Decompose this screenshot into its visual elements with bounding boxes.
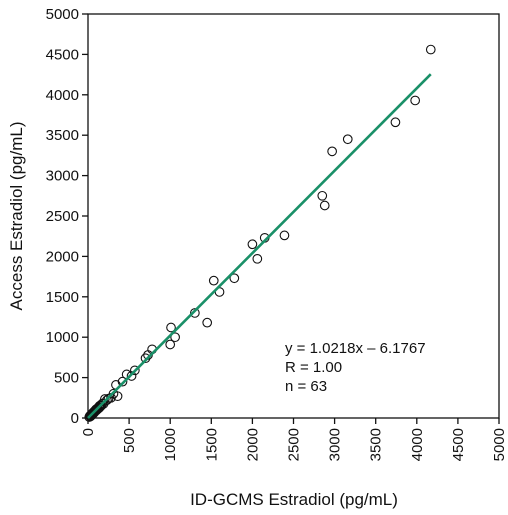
data-point — [327, 146, 337, 157]
data-point — [410, 95, 421, 106]
y-tick-label: 2000 — [46, 248, 79, 265]
x-tick-label: 2000 — [244, 428, 261, 461]
data-point — [90, 404, 101, 415]
x-tick-label: 3500 — [368, 428, 385, 461]
x-axis-title: ID-GCMS Estradiol (pg/mL) — [190, 490, 398, 509]
x-tick-label: 1500 — [203, 428, 220, 461]
data-point — [94, 401, 105, 411]
y-tick-label: 500 — [54, 370, 79, 387]
annotation-equation: y = 1.0218x – 6.1767 — [285, 340, 426, 357]
data-point — [103, 393, 114, 404]
data-point — [117, 376, 128, 387]
y-tick-label: 2500 — [46, 208, 79, 225]
x-tick-label: 4000 — [409, 428, 426, 461]
x-tick-label: 5000 — [491, 428, 508, 461]
y-tick-label: 3500 — [46, 127, 79, 144]
x-tick-label: 3000 — [327, 428, 344, 461]
data-point — [252, 253, 263, 264]
data-point — [165, 339, 176, 350]
data-point — [208, 275, 219, 286]
data-point — [166, 322, 176, 333]
y-tick-label: 5000 — [46, 6, 79, 23]
data-point — [279, 230, 290, 241]
data-point — [202, 317, 213, 328]
annotation-n-value: n = 63 — [285, 378, 327, 395]
data-point — [170, 332, 180, 343]
annotation-r-value: R = 1.00 — [285, 359, 342, 376]
data-point — [190, 308, 200, 318]
x-tick-label: 500 — [121, 428, 138, 453]
data-point — [100, 394, 110, 404]
x-axis: 0 500 1000 1500 2000 2500 3000 3500 4000 4500 5000 — [80, 418, 508, 461]
data-point — [342, 134, 353, 145]
regression-line — [87, 73, 432, 419]
y-tick-label: 4500 — [46, 46, 79, 63]
y-tick-label: 1000 — [46, 329, 79, 346]
y-tick-label: 0 — [71, 410, 79, 427]
data-point — [112, 391, 123, 402]
x-tick-label: 0 — [80, 428, 97, 436]
data-point — [319, 200, 330, 211]
y-axis-title: Access Estradiol (pg/mL) — [7, 122, 26, 311]
data-point — [130, 365, 140, 376]
x-tick-label: 4500 — [450, 428, 467, 461]
data-point — [140, 353, 151, 364]
data-point — [317, 190, 328, 201]
regression-annotation: y = 1.0218x – 6.1767 R = 1.00 n = 63 — [285, 340, 426, 395]
data-point — [229, 273, 240, 284]
y-axis: 0 500 1000 1500 2000 2500 3000 3500 4000 4500 5000 — [46, 6, 88, 427]
data-points — [84, 44, 436, 422]
y-tick-label: 1500 — [46, 289, 79, 306]
data-point — [247, 239, 258, 250]
y-tick-label: 3000 — [46, 168, 79, 185]
y-tick-label: 4000 — [46, 87, 79, 104]
x-tick-label: 2500 — [286, 428, 303, 461]
data-point — [126, 371, 137, 381]
x-tick-label: 1000 — [162, 428, 179, 461]
data-point — [390, 117, 401, 128]
data-point — [425, 44, 436, 55]
